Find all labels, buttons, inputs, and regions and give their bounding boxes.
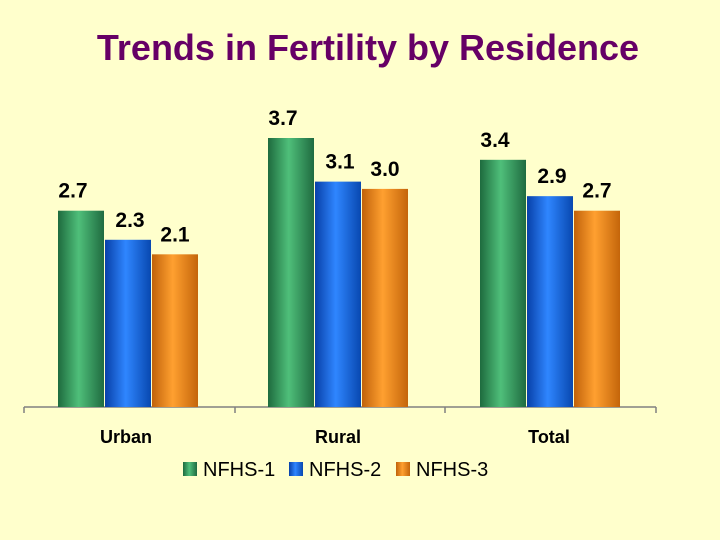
- bar-nfhs-2-urban: [105, 239, 151, 407]
- bar-nfhs-1-urban: [58, 210, 104, 407]
- x-axis: [23, 406, 657, 413]
- category-labels: Urban Rural Total: [100, 427, 570, 447]
- data-labels: 2.7 3.7 3.4 2.3 3.1 2.9 2.1 3.0 2.7: [58, 107, 611, 246]
- bar-nfhs-3-rural: [362, 188, 408, 407]
- data-label-nfhs-1-rural: 3.7: [268, 107, 297, 130]
- legend-label-nfhs-2: NFHS-2: [309, 459, 381, 481]
- bar-nfhs-2-total: [527, 196, 573, 407]
- bar-nfhs-3-urban: [152, 254, 198, 407]
- data-label-nfhs-3-total: 2.7: [582, 180, 611, 203]
- bar-nfhs-1-total: [480, 159, 526, 407]
- bar-nfhs-2-rural: [315, 181, 361, 407]
- chart-title: Trends in Fertility by Residence: [97, 27, 639, 68]
- data-label-nfhs-3-rural: 3.0: [370, 158, 399, 181]
- data-label-nfhs-3-urban: 2.1: [160, 223, 190, 246]
- data-label-nfhs-2-total: 2.9: [537, 165, 566, 188]
- data-label-nfhs-1-total: 3.4: [480, 129, 510, 152]
- bar-nfhs-1-rural: [268, 138, 314, 407]
- category-label-urban: Urban: [100, 427, 152, 447]
- legend-swatch-nfhs-3: [396, 462, 410, 476]
- legend-swatch-nfhs-1: [183, 462, 197, 476]
- bar-nfhs-3-total: [574, 210, 620, 407]
- legend-label-nfhs-3: NFHS-3: [416, 459, 488, 481]
- category-label-rural: Rural: [315, 427, 361, 447]
- data-label-nfhs-1-urban: 2.7: [58, 180, 87, 203]
- data-label-nfhs-2-urban: 2.3: [115, 209, 144, 232]
- bars: [58, 138, 620, 407]
- category-label-total: Total: [528, 427, 570, 447]
- legend-label-nfhs-1: NFHS-1: [203, 459, 275, 481]
- legend: NFHS-1 NFHS-2 NFHS-3: [183, 459, 488, 481]
- legend-swatch-nfhs-2: [289, 462, 303, 476]
- data-label-nfhs-2-rural: 3.1: [325, 151, 355, 174]
